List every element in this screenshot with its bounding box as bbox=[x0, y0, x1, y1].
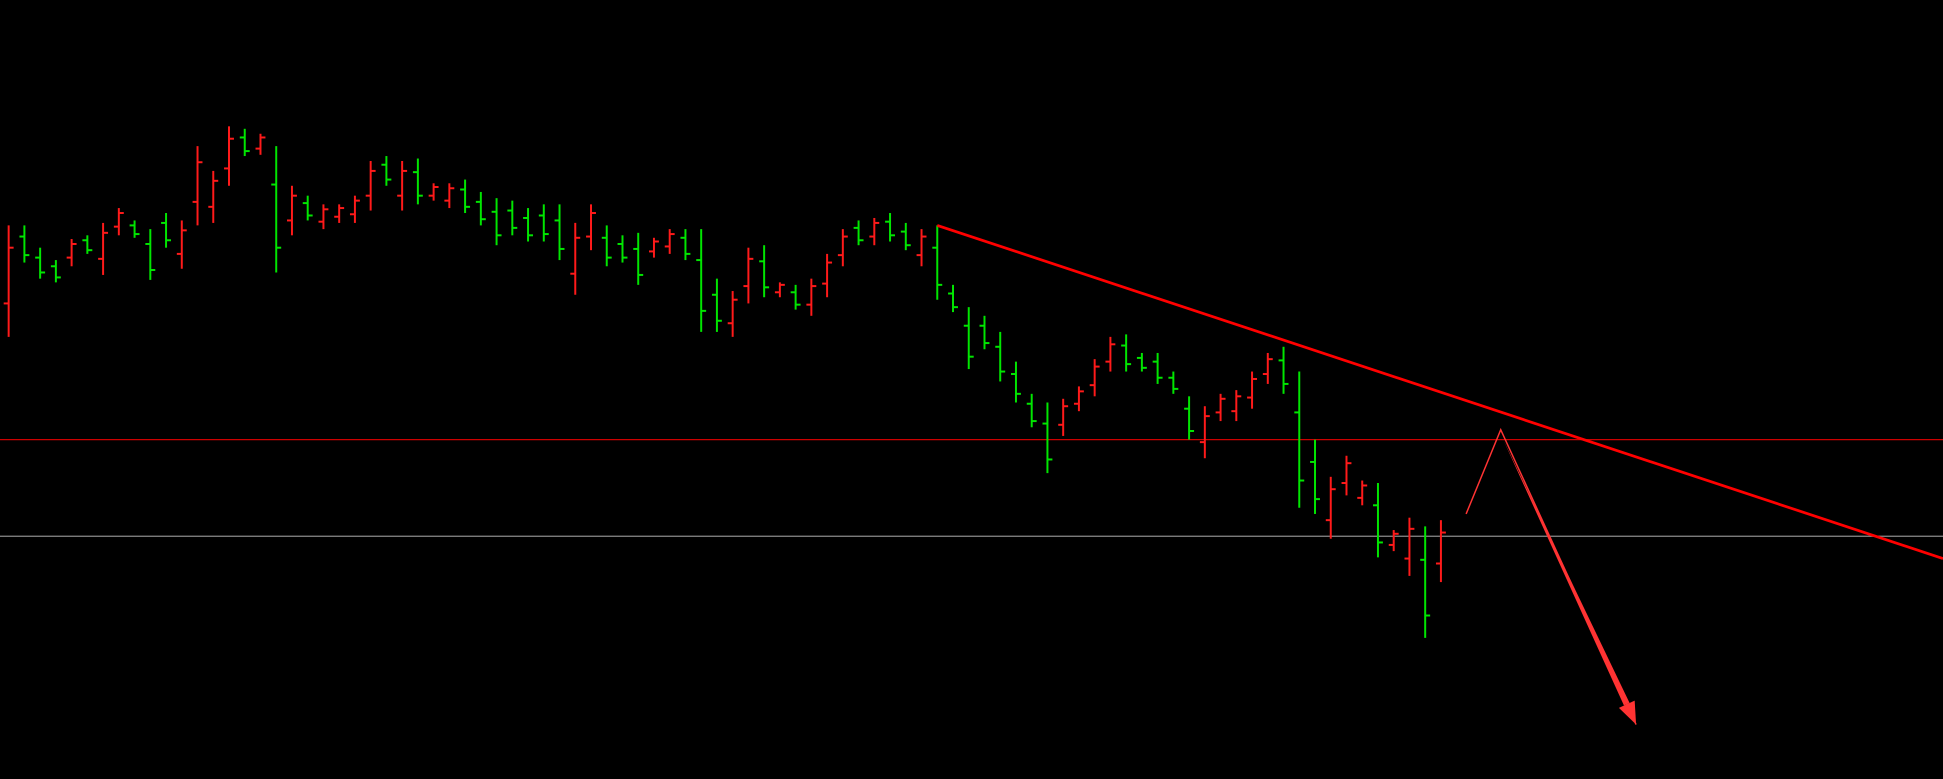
trendline bbox=[936, 224, 1943, 560]
arrow-shaft bbox=[1503, 439, 1630, 706]
arrow-head bbox=[1618, 700, 1637, 725]
